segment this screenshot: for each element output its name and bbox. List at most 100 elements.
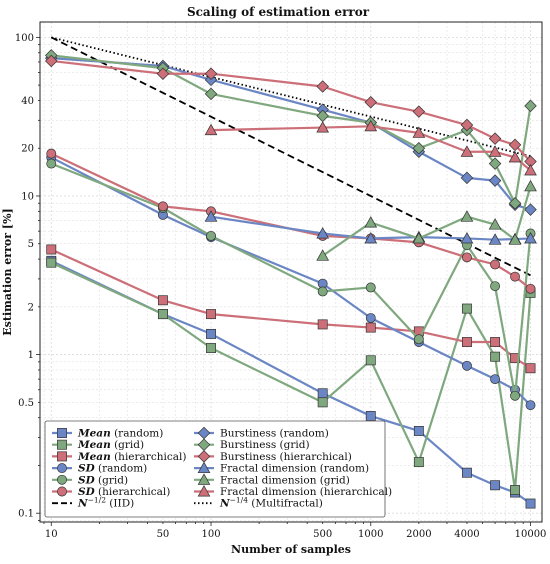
data-point	[413, 334, 424, 345]
y-tick-label: 100	[15, 33, 34, 44]
data-point	[412, 126, 426, 138]
data-point	[488, 233, 502, 245]
legend-label: Mean (random)	[77, 428, 163, 440]
y-tick-label: 2	[28, 302, 34, 313]
data-point	[524, 231, 537, 244]
legend-marker	[57, 486, 67, 497]
data-point	[365, 411, 376, 421]
data-point	[510, 485, 520, 495]
legend-marker	[197, 485, 211, 497]
data-point	[316, 249, 330, 261]
data-point	[204, 67, 218, 80]
data-point	[524, 203, 537, 216]
legend-marker	[57, 439, 67, 450]
y-tick-label: 20	[21, 144, 34, 155]
data-point	[45, 54, 58, 68]
legend-marker	[57, 474, 67, 485]
legend-label: Burstiness (hierarchical)	[220, 451, 352, 463]
data-point	[364, 231, 378, 244]
data-point	[365, 355, 376, 366]
data-point	[46, 148, 57, 159]
reference-lines	[50, 36, 531, 277]
data-point	[412, 141, 426, 155]
tick-layer: 10 50 100 500 1000 2000 4000 10000 0.1 0.5 1 2 5 10 20…	[15, 33, 547, 540]
data-point	[510, 390, 520, 401]
reference-line	[50, 36, 531, 277]
legend-label: N−1/4 (Multifractal)	[219, 496, 323, 510]
legend-label: SD (random)	[78, 463, 147, 475]
data-point	[46, 244, 57, 255]
y-tick-label: 40	[21, 96, 34, 107]
series-line	[51, 59, 532, 163]
series-line	[50, 162, 532, 397]
data-point	[490, 259, 501, 270]
data-point	[490, 337, 501, 347]
data-point	[460, 118, 474, 132]
data-point	[488, 174, 502, 187]
data-point	[365, 322, 376, 333]
data-point	[525, 498, 536, 509]
x-tick-label: 100	[201, 529, 220, 540]
data-point	[488, 132, 502, 145]
legend-label: Mean (grid)	[77, 439, 144, 451]
y-tick-label: 5	[28, 239, 34, 250]
data-point	[206, 328, 216, 339]
data-point	[157, 201, 168, 212]
data-point	[525, 283, 536, 294]
data-point	[317, 286, 328, 297]
data-point	[365, 313, 376, 323]
data-point	[460, 210, 474, 222]
series-line	[51, 54, 532, 205]
data-point	[46, 257, 57, 268]
y-tick-label: 0.1	[18, 509, 34, 520]
series-mean-hierarchical	[46, 244, 536, 374]
data-point	[524, 163, 537, 176]
data-point	[461, 252, 472, 263]
y-tick-label: 10	[21, 191, 34, 202]
y-tick-label: 0.5	[18, 398, 34, 409]
legend: Mean (random)Mean (grid)Mean (hierarchic…	[44, 420, 392, 518]
data-point	[46, 158, 57, 169]
legend-label: Burstiness (grid)	[220, 439, 310, 451]
data-point	[317, 388, 328, 399]
series-line	[50, 152, 532, 290]
data-point	[204, 87, 218, 101]
data-point	[461, 303, 472, 314]
data-point	[460, 171, 474, 185]
series-line	[50, 261, 532, 492]
data-point	[488, 157, 502, 170]
data-point	[206, 230, 216, 241]
data-point	[508, 138, 522, 152]
legend-label: Fractal dimension (random)	[220, 463, 369, 475]
legend-marker	[57, 428, 67, 438]
data-point	[490, 281, 501, 292]
legend-label: Fractal dimension (grid)	[220, 474, 350, 486]
legend-box	[44, 420, 386, 518]
data-point	[412, 231, 426, 244]
legend-label: N−1/2 (IID)	[77, 496, 134, 510]
x-tick-label: 4000	[454, 529, 479, 540]
data-point	[365, 282, 376, 293]
data-point	[508, 233, 522, 245]
data-point	[461, 337, 472, 347]
y-tick-label: 1	[28, 350, 34, 361]
legend-label: Mean (hierarchical)	[77, 451, 186, 463]
legend-label: SD (hierarchical)	[78, 486, 170, 498]
data-point	[156, 67, 170, 80]
data-point	[364, 216, 378, 228]
data-point	[524, 99, 537, 113]
data-point	[316, 227, 330, 239]
x-tick-label: 1000	[358, 529, 383, 540]
data-point	[460, 145, 474, 157]
y-axis-title: Estimation error [%]	[1, 208, 14, 335]
data-point	[364, 119, 378, 132]
data-point	[204, 210, 218, 222]
plot-frame	[39, 21, 543, 523]
data-point	[316, 80, 329, 93]
data-point	[508, 196, 522, 210]
x-axis-title: Number of samples	[231, 543, 351, 556]
data-point	[316, 121, 330, 133]
data-point	[461, 360, 472, 371]
data-point	[488, 218, 502, 230]
data-point	[413, 426, 424, 436]
